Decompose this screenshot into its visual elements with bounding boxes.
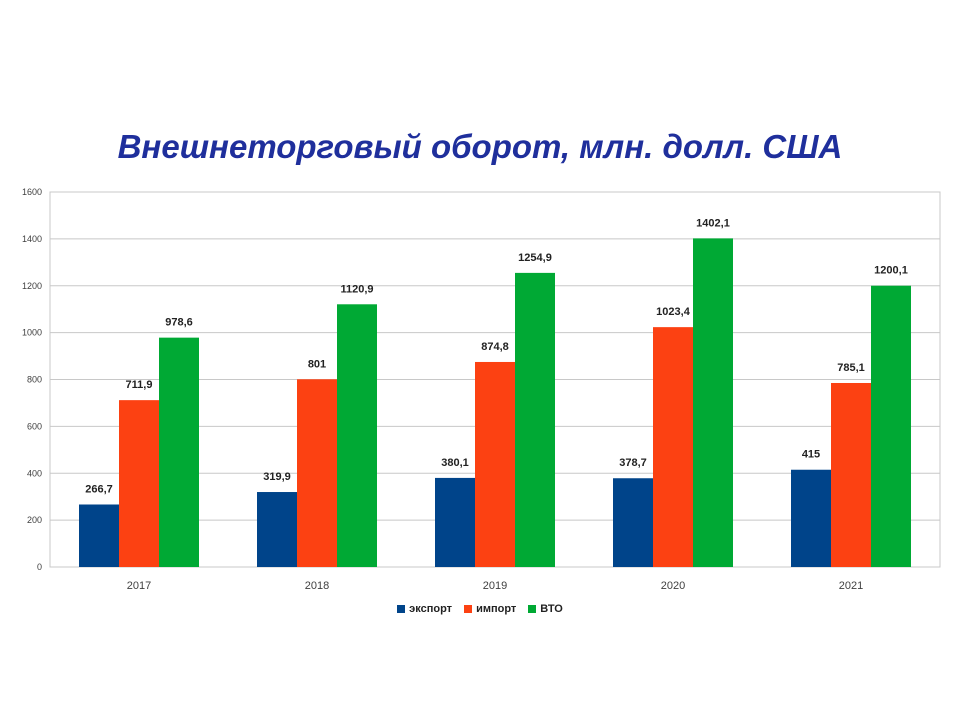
legend-label: экспорт <box>409 603 453 615</box>
bar-wto <box>871 285 911 567</box>
bar-wto <box>337 304 377 567</box>
bar-wto <box>159 337 199 567</box>
bar-import <box>831 382 871 567</box>
x-tick-label: 2021 <box>839 580 863 592</box>
data-labels: 266,7 711,9 978,6 319,9 801 1120,9 380,1 874,8 1… <box>85 217 908 495</box>
y-tick-label: 200 <box>27 515 42 525</box>
data-label: 711,9 <box>126 379 153 391</box>
data-label: 1200,1 <box>874 265 908 277</box>
data-label: 1402,1 <box>696 217 730 229</box>
y-tick-label: 800 <box>27 375 42 385</box>
bar-export <box>257 492 297 567</box>
y-tick-label: 400 <box>27 468 42 478</box>
y-tick-label: 1400 <box>22 234 42 244</box>
x-tick-label: 2018 <box>305 580 329 592</box>
y-tick-label: 0 <box>37 562 42 572</box>
x-tick-label: 2017 <box>127 580 151 592</box>
legend-item-export: экспорт <box>397 603 452 615</box>
y-tick-label: 1200 <box>22 281 42 291</box>
data-label: 378,7 <box>619 457 647 469</box>
data-label: 415 <box>802 449 820 461</box>
data-label: 801 <box>308 358 326 370</box>
legend: экспорт импорт ВТО <box>0 603 960 615</box>
legend-swatch <box>397 605 406 613</box>
legend-item-import: импорт <box>464 603 516 615</box>
data-label: 874,8 <box>481 341 509 353</box>
legend-swatch <box>464 605 473 613</box>
bar-import <box>653 327 693 567</box>
bar-import <box>119 400 159 567</box>
bar-export <box>79 504 119 567</box>
x-tick-label: 2019 <box>483 580 507 592</box>
x-tick-label: 2020 <box>661 580 685 592</box>
y-tick-label: 1000 <box>22 328 42 338</box>
y-tick-label: 1600 <box>22 187 42 197</box>
legend-label: импорт <box>476 603 517 615</box>
y-axis-ticks: 0 200 400 600 800 1000 1200 1400 1600 <box>22 187 42 572</box>
bar-import <box>475 361 515 567</box>
legend-swatch <box>528 605 537 613</box>
data-label: 319,9 <box>263 471 291 483</box>
bar-import <box>297 379 337 567</box>
bar-export <box>613 478 653 567</box>
data-label: 978,6 <box>165 317 193 329</box>
chart-title: Внешнеторговый оборот, млн. долл. США <box>117 128 843 165</box>
data-label: 266,7 <box>85 483 113 495</box>
bar-wto <box>693 238 733 567</box>
y-tick-label: 600 <box>27 421 42 431</box>
data-label: 1120,9 <box>340 283 373 295</box>
bar-wto <box>515 272 555 567</box>
data-label: 380,1 <box>441 457 469 469</box>
data-label: 1023,4 <box>656 306 691 318</box>
data-label: 1254,9 <box>518 252 552 264</box>
bar-export <box>435 477 475 567</box>
legend-item-wto: ВТО <box>528 603 563 615</box>
legend-label: ВТО <box>540 603 563 615</box>
bar-export <box>791 469 831 567</box>
x-axis-ticks: 2017 2018 2019 2020 2021 <box>127 580 863 592</box>
data-label: 785,1 <box>837 362 865 374</box>
bars <box>79 238 911 567</box>
